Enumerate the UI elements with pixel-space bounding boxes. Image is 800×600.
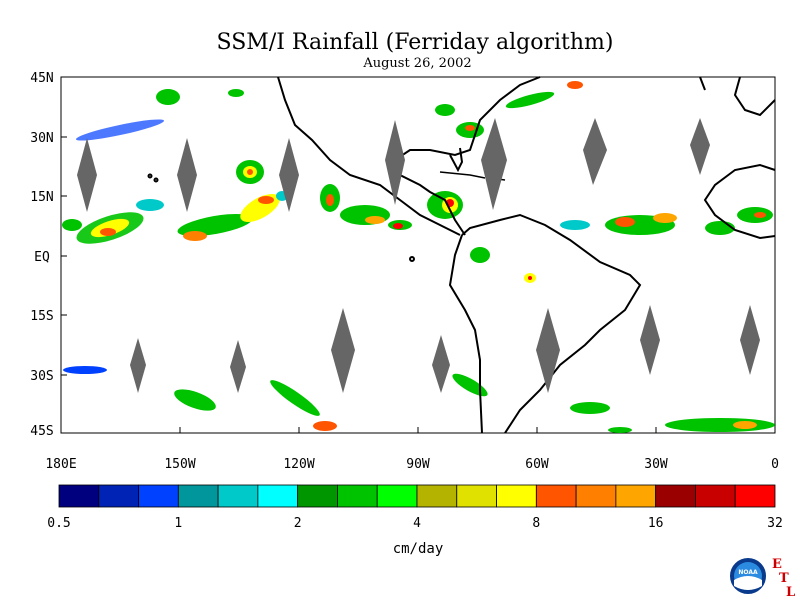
map-subtitle: August 26, 2002	[363, 56, 472, 71]
lon-label: 120W	[283, 457, 314, 472]
colorbar-tick-label: 32	[767, 516, 783, 531]
lat-label: 15N	[30, 190, 53, 205]
colorbar-swatch	[575, 484, 617, 508]
map-frame	[60, 76, 776, 434]
colorbar-tick-label: 4	[413, 516, 421, 531]
lon-label: 60W	[525, 457, 549, 472]
logo-letter-e: E	[772, 557, 782, 572]
lon-label: 90W	[406, 457, 430, 472]
logo-agency-text: NOAA	[738, 569, 758, 576]
colorbar-tick-label: 1	[174, 516, 182, 531]
colorbar-swatch	[734, 484, 776, 508]
colorbar	[58, 484, 776, 508]
lon-label: 30W	[644, 457, 668, 472]
colorbar-swatch	[456, 484, 497, 508]
colorbar-swatch	[376, 484, 418, 508]
colorbar-tick-label: 16	[648, 516, 664, 531]
colorbar-swatch	[177, 484, 219, 508]
logo-letter-t: T	[779, 571, 789, 586]
lon-label: 180E	[45, 457, 76, 472]
colorbar-swatch	[297, 484, 338, 508]
map-title: SSM/I Rainfall (Ferriday algorithm)	[216, 30, 614, 55]
axis-ticks	[61, 76, 657, 434]
colorbar-swatch	[695, 484, 736, 508]
colorbar-swatch	[416, 484, 458, 508]
lat-label: 15S	[30, 309, 53, 324]
lat-label: EQ	[34, 250, 50, 265]
colorbar-swatch	[615, 484, 657, 508]
colorbar-swatch	[337, 484, 378, 508]
colorbar-swatch	[535, 484, 577, 508]
colorbar-tick-label: 8	[532, 516, 540, 531]
lat-label: 45S	[30, 424, 53, 439]
lat-label: 30N	[30, 131, 53, 146]
colorbar-tick-label: 0.5	[47, 516, 70, 531]
noaa-etl-logo: NOAA E T L	[728, 556, 795, 598]
colorbar-swatch	[257, 484, 299, 508]
longitude-labels: 180E 150W 120W 90W 60W 30W 0	[45, 457, 779, 472]
rainfall-field	[62, 81, 775, 433]
lat-label: 30S	[30, 369, 53, 384]
logo-letter-l: L	[786, 585, 795, 598]
colorbar-swatch	[98, 484, 139, 508]
lon-label: 0	[771, 457, 779, 472]
lon-label: 150W	[164, 457, 195, 472]
colorbar-unit: cm/day	[392, 541, 444, 557]
latitude-labels: 45N 30N 15N EQ 15S 30S 45S	[30, 71, 53, 439]
colorbar-swatch	[217, 484, 259, 508]
colorbar-labels: 0.5 1 2 4 8 16 32	[47, 516, 783, 531]
colorbar-swatch	[496, 484, 537, 508]
colorbar-swatch	[655, 484, 696, 508]
colorbar-tick-label: 2	[294, 516, 302, 531]
lat-label: 45N	[30, 71, 53, 86]
colorbar-swatch	[138, 484, 179, 508]
colorbar-swatch	[58, 484, 100, 508]
swath-gaps	[77, 118, 760, 393]
